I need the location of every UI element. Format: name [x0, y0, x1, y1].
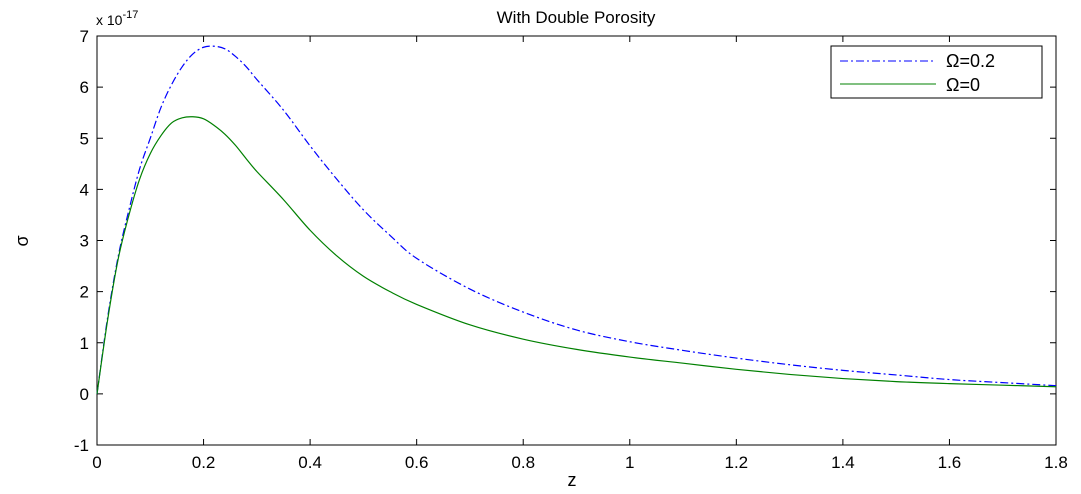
y-tick-label: 2: [80, 283, 89, 302]
plot-area: [96, 35, 1057, 446]
y-exponent-power: -17: [122, 9, 138, 21]
x-tick-label: 0.8: [511, 453, 535, 472]
legend-label-omega-0-2: Ω=0.2: [946, 51, 995, 71]
y-tick-label: 1: [80, 334, 89, 353]
series-layer: [96, 45, 1057, 394]
x-tick-label: 1.4: [831, 453, 855, 472]
legend-box: [830, 45, 1043, 99]
legend: Ω=0.2 Ω=0: [830, 45, 1043, 99]
x-tick-label: 1.6: [938, 453, 962, 472]
x-tick-label: 1.2: [725, 453, 749, 472]
y-exponent-base: x 10: [96, 12, 123, 28]
y-tick-label: 7: [80, 27, 89, 46]
x-tick-label: 1.8: [1044, 453, 1068, 472]
x-tick-label: 0.2: [192, 453, 216, 472]
x-axis-ticks: 0 0.2 0.4 0.6 0.8 1 1.2 1.4 1.6 1.8: [92, 36, 1068, 472]
y-exponent-label: x 10-17: [96, 9, 138, 28]
y-tick-label: 4: [80, 180, 89, 199]
chart-title: With Double Porosity: [497, 8, 656, 27]
y-tick-label: 3: [80, 232, 89, 251]
y-tick-label: -1: [74, 436, 89, 455]
series-line-0: [96, 116, 1057, 394]
y-tick-label: 5: [80, 129, 89, 148]
series-line-0-2: [96, 45, 1057, 394]
y-axis-label: σ: [12, 235, 32, 246]
x-tick-label: 0.4: [298, 453, 322, 472]
x-tick-label: 1: [625, 453, 634, 472]
x-axis-label: z: [568, 470, 577, 490]
legend-label-omega-0: Ω=0: [946, 75, 980, 95]
y-tick-label: 6: [80, 78, 89, 97]
y-axis-ticks: -1 0 1 2 3 4 5 6 7: [74, 27, 1056, 455]
y-tick-label: 0: [80, 385, 89, 404]
x-tick-label: 0.6: [405, 453, 429, 472]
x-tick-label: 0: [92, 453, 101, 472]
